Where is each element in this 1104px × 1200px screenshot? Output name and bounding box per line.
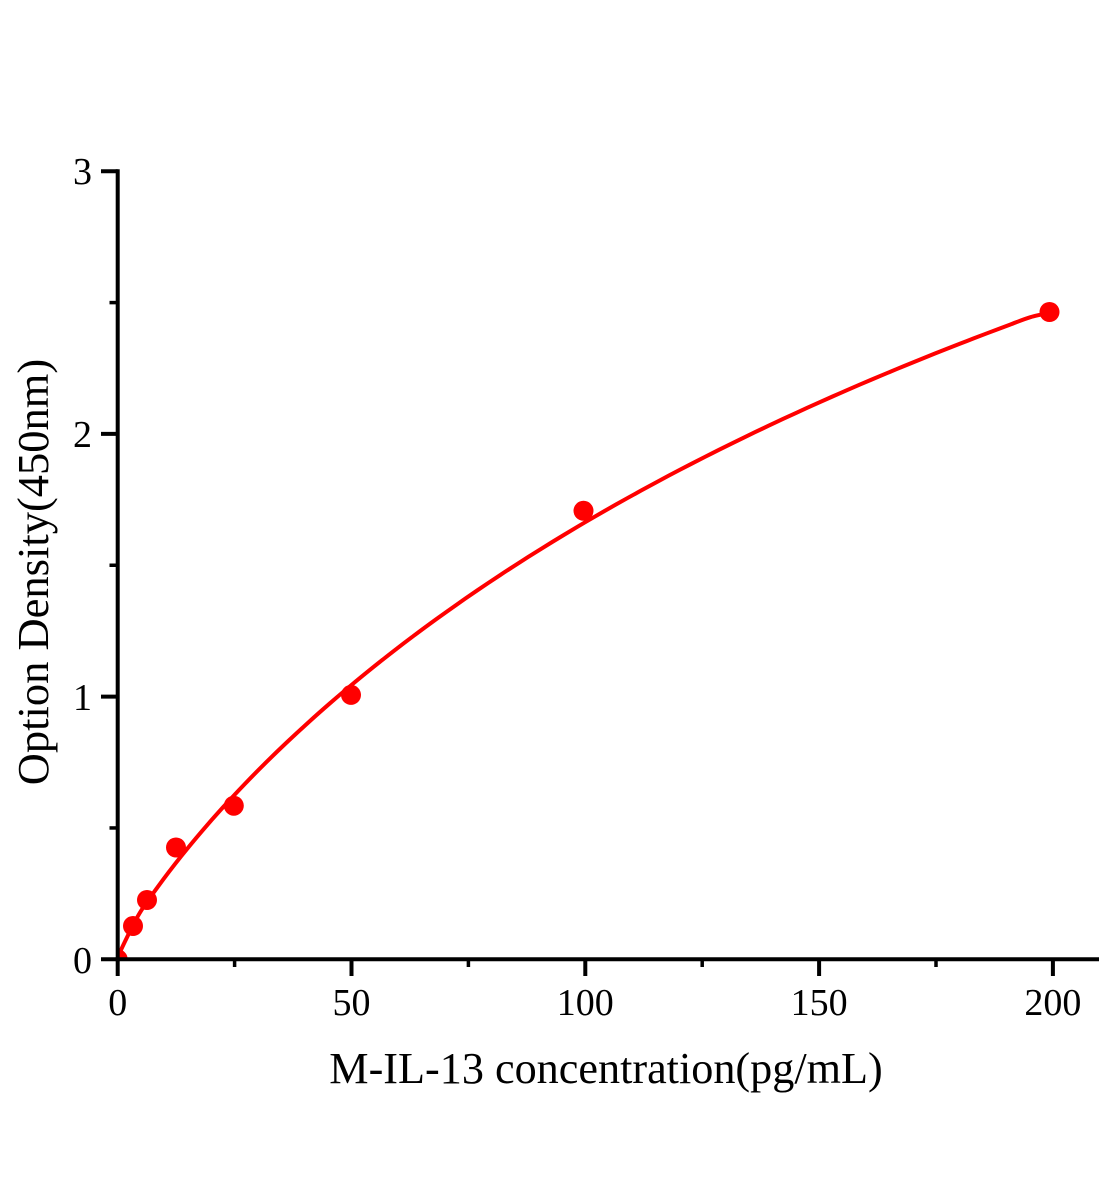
svg-text:3: 3 [73,151,92,193]
svg-text:150: 150 [791,982,848,1024]
svg-text:0: 0 [108,982,127,1024]
svg-text:50: 50 [333,982,371,1024]
svg-text:1: 1 [73,677,92,719]
svg-text:0: 0 [73,940,92,982]
svg-text:100: 100 [557,982,614,1024]
svg-text:200: 200 [1024,982,1081,1024]
svg-text:2: 2 [73,414,92,456]
svg-text:Option Density(450nm): Option Density(450nm) [8,359,58,785]
svg-text:M-IL-13 concentration(pg/mL): M-IL-13 concentration(pg/mL) [329,1044,882,1093]
